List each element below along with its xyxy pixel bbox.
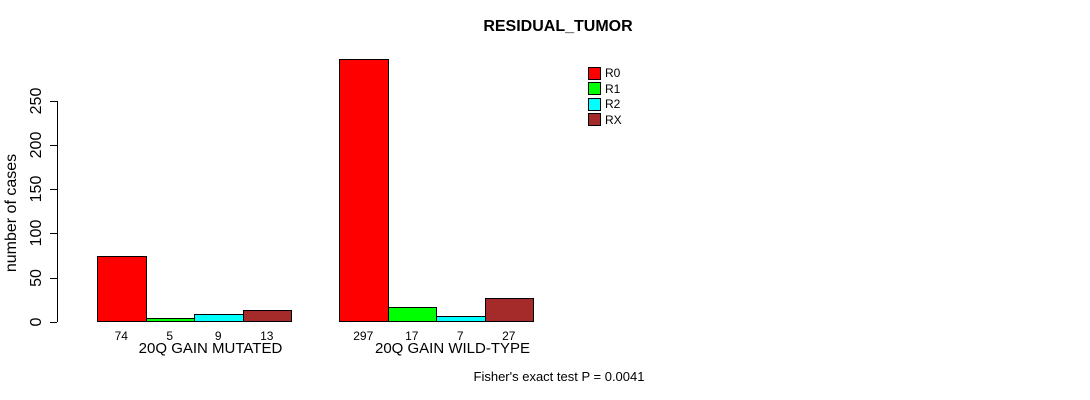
bar-value-label-r1-group1: 5 <box>166 329 174 343</box>
chart-title: RESIDUAL_TUMOR <box>483 18 633 35</box>
legend-label-r2: R2 <box>605 97 621 112</box>
legend-swatch-r1 <box>588 82 601 96</box>
y-axis-title: number of cases <box>3 153 20 273</box>
bar-value-label-r0-group1: 74 <box>114 329 128 343</box>
legend: R0 R1 R2 RX <box>588 66 622 128</box>
category-label-1: 20Q GAIN MUTATED <box>138 340 283 357</box>
legend-label-r1: R1 <box>605 81 621 96</box>
y-tick-mark-0 <box>50 322 57 323</box>
legend-swatch-r2 <box>588 97 601 111</box>
y-tick-label-100: 100 <box>28 220 45 247</box>
bar-value-label-rx-group2: 27 <box>502 329 516 343</box>
bar-rx-group2 <box>485 298 534 322</box>
legend-label-r0: R0 <box>605 66 621 80</box>
y-tick-label-50: 50 <box>28 268 45 287</box>
bar-r2-group2 <box>436 316 486 322</box>
y-tick-mark-250 <box>50 100 57 102</box>
bar-r1-group2 <box>388 307 437 322</box>
bar-value-label-rx-group1: 13 <box>260 329 274 343</box>
bar-value-label-r1-group2: 17 <box>405 329 419 343</box>
y-tick-mark-100 <box>50 233 57 235</box>
bar-rx-group1 <box>243 310 292 322</box>
category-label-2: 20Q GAIN WILD-TYPE <box>374 340 531 357</box>
bar-value-label-r2-group1: 9 <box>214 329 222 343</box>
y-tick-mark-150 <box>50 189 57 191</box>
y-axis-line <box>57 100 58 322</box>
legend-swatch-r0 <box>588 66 601 80</box>
legend-row-r0: R0 <box>588 66 622 80</box>
y-tick-mark-200 <box>50 144 57 146</box>
legend-row-rx: RX <box>588 113 622 127</box>
y-tick-label-200: 200 <box>28 131 45 159</box>
fisher-test-annotation: Fisher's exact test P = 0.0041 <box>473 369 645 384</box>
y-tick-label-0: 0 <box>28 317 45 327</box>
legend-row-r2: R2 <box>588 97 622 111</box>
legend-row-r1: R1 <box>588 82 622 96</box>
bar-r0-group2 <box>339 59 389 322</box>
legend-swatch-rx <box>588 113 601 127</box>
bar-r1-group1 <box>146 318 195 322</box>
bar-value-label-r0-group2: 297 <box>353 329 374 343</box>
y-tick-label-150: 150 <box>28 175 45 203</box>
y-tick-mark-50 <box>50 277 57 279</box>
bar-value-label-r2-group2: 7 <box>456 329 464 343</box>
bar-r2-group1 <box>194 314 244 322</box>
y-tick-label-250: 250 <box>28 87 45 114</box>
bar-r0-group1 <box>97 256 147 322</box>
legend-label-rx: RX <box>605 112 622 127</box>
